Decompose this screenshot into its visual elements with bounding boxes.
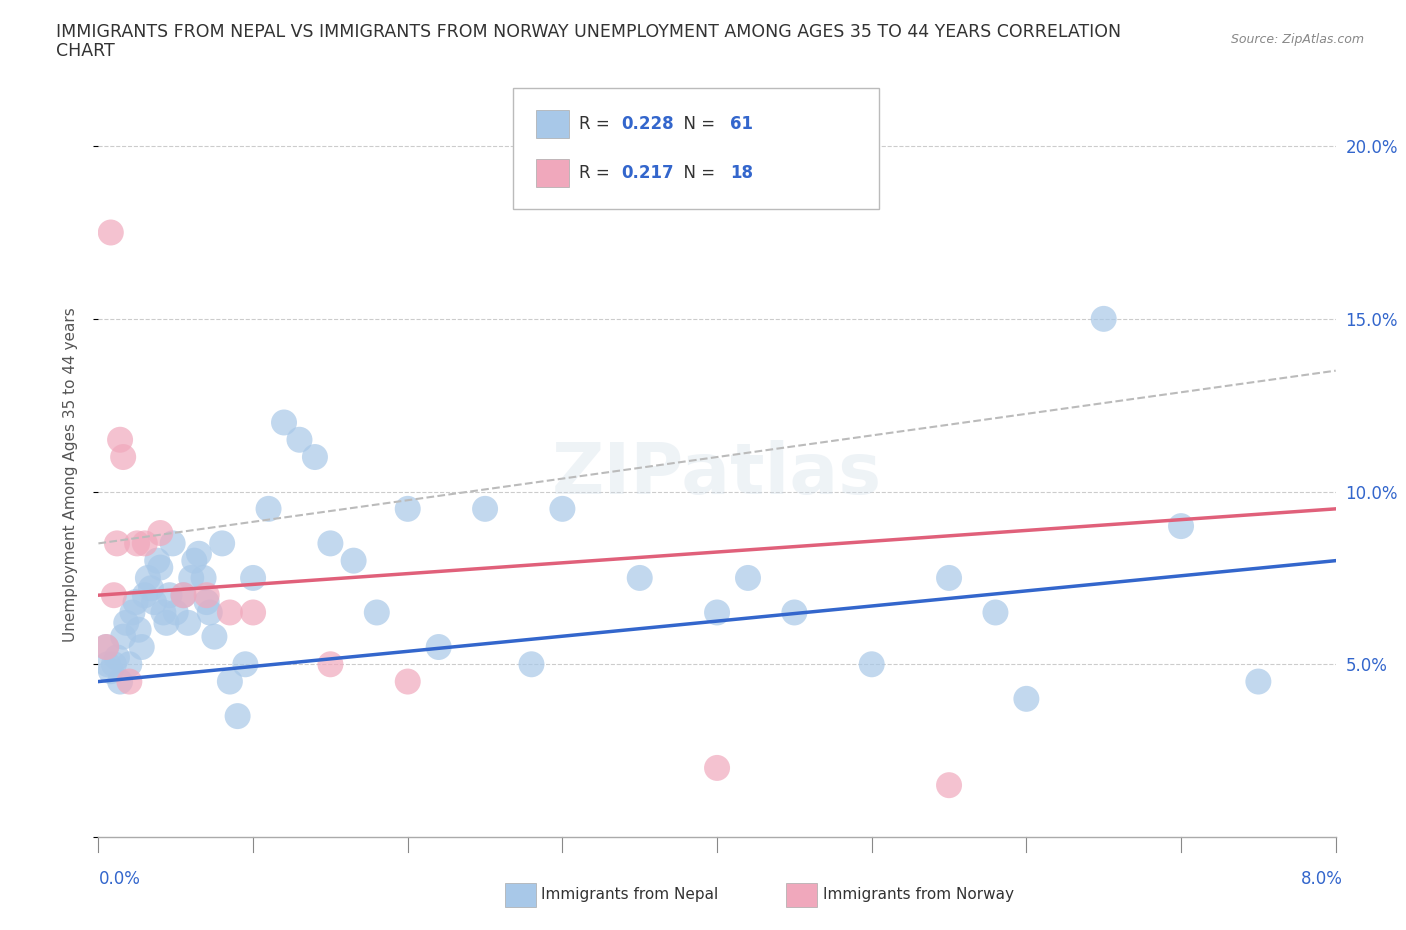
Point bbox=[124, 594, 146, 609]
Point bbox=[319, 536, 342, 551]
Point bbox=[105, 536, 128, 551]
Point bbox=[152, 605, 174, 620]
Point bbox=[520, 657, 543, 671]
Point bbox=[112, 449, 135, 464]
Point bbox=[96, 640, 118, 655]
Point bbox=[177, 616, 200, 631]
Point bbox=[173, 588, 195, 603]
Point bbox=[128, 622, 150, 637]
Point bbox=[366, 605, 388, 620]
Point bbox=[273, 415, 295, 430]
Text: R =: R = bbox=[579, 165, 616, 182]
Point bbox=[1170, 519, 1192, 534]
Text: 18: 18 bbox=[730, 165, 752, 182]
Point bbox=[551, 501, 574, 516]
Point bbox=[242, 605, 264, 620]
Point bbox=[257, 501, 280, 516]
Point bbox=[737, 570, 759, 585]
Point bbox=[211, 536, 233, 551]
Point bbox=[105, 650, 128, 665]
Point bbox=[706, 761, 728, 776]
Text: 8.0%: 8.0% bbox=[1301, 870, 1343, 888]
Text: R =: R = bbox=[579, 115, 616, 133]
Point bbox=[149, 525, 172, 540]
Point bbox=[118, 674, 141, 689]
Point bbox=[242, 570, 264, 585]
Text: Source: ZipAtlas.com: Source: ZipAtlas.com bbox=[1230, 33, 1364, 46]
Point bbox=[162, 536, 184, 551]
Point bbox=[103, 588, 125, 603]
Point bbox=[195, 594, 218, 609]
Point bbox=[198, 605, 221, 620]
Point bbox=[427, 640, 450, 655]
Point bbox=[155, 616, 177, 631]
Text: Immigrants from Nepal: Immigrants from Nepal bbox=[541, 887, 718, 902]
Point bbox=[139, 581, 162, 596]
Point bbox=[136, 570, 159, 585]
Point bbox=[304, 449, 326, 464]
Point bbox=[97, 657, 120, 671]
Point bbox=[219, 674, 242, 689]
Point bbox=[103, 657, 125, 671]
Text: 0.228: 0.228 bbox=[621, 115, 673, 133]
Point bbox=[938, 777, 960, 792]
Point bbox=[1092, 312, 1115, 326]
Point bbox=[188, 546, 211, 561]
Point bbox=[118, 657, 141, 671]
Point bbox=[219, 605, 242, 620]
Point bbox=[173, 588, 195, 603]
Point bbox=[127, 536, 149, 551]
Point bbox=[938, 570, 960, 585]
Point bbox=[134, 536, 156, 551]
Point bbox=[1247, 674, 1270, 689]
Point bbox=[628, 570, 651, 585]
Point bbox=[343, 553, 366, 568]
Text: IMMIGRANTS FROM NEPAL VS IMMIGRANTS FROM NORWAY UNEMPLOYMENT AMONG AGES 35 TO 44: IMMIGRANTS FROM NEPAL VS IMMIGRANTS FROM… bbox=[56, 23, 1122, 41]
Text: 0.217: 0.217 bbox=[621, 165, 673, 182]
Text: Immigrants from Norway: Immigrants from Norway bbox=[823, 887, 1014, 902]
Point bbox=[195, 588, 218, 603]
Point bbox=[1015, 691, 1038, 706]
Point bbox=[134, 588, 156, 603]
Point bbox=[121, 605, 143, 620]
Point bbox=[288, 432, 311, 447]
Point bbox=[143, 594, 166, 609]
Text: CHART: CHART bbox=[56, 42, 115, 60]
Point bbox=[149, 560, 172, 575]
Point bbox=[112, 630, 135, 644]
Point bbox=[204, 630, 226, 644]
Point bbox=[235, 657, 257, 671]
Point bbox=[193, 570, 215, 585]
Point bbox=[159, 588, 181, 603]
Text: 61: 61 bbox=[730, 115, 752, 133]
Point bbox=[100, 664, 122, 679]
Point bbox=[165, 605, 187, 620]
Point bbox=[100, 225, 122, 240]
Point bbox=[96, 640, 118, 655]
Point bbox=[319, 657, 342, 671]
Point bbox=[115, 616, 138, 631]
Point bbox=[131, 640, 153, 655]
Text: N =: N = bbox=[673, 165, 721, 182]
Point bbox=[226, 709, 249, 724]
Point bbox=[860, 657, 883, 671]
Y-axis label: Unemployment Among Ages 35 to 44 years: Unemployment Among Ages 35 to 44 years bbox=[63, 307, 77, 642]
Point bbox=[183, 553, 205, 568]
Point bbox=[108, 432, 131, 447]
Point bbox=[984, 605, 1007, 620]
Point bbox=[783, 605, 806, 620]
Point bbox=[474, 501, 496, 516]
Point bbox=[396, 501, 419, 516]
Point bbox=[706, 605, 728, 620]
Point bbox=[180, 570, 202, 585]
Text: ZIPatlas: ZIPatlas bbox=[553, 440, 882, 509]
Point bbox=[396, 674, 419, 689]
Point bbox=[108, 674, 131, 689]
Point bbox=[146, 553, 169, 568]
Text: 0.0%: 0.0% bbox=[98, 870, 141, 888]
Text: N =: N = bbox=[673, 115, 721, 133]
